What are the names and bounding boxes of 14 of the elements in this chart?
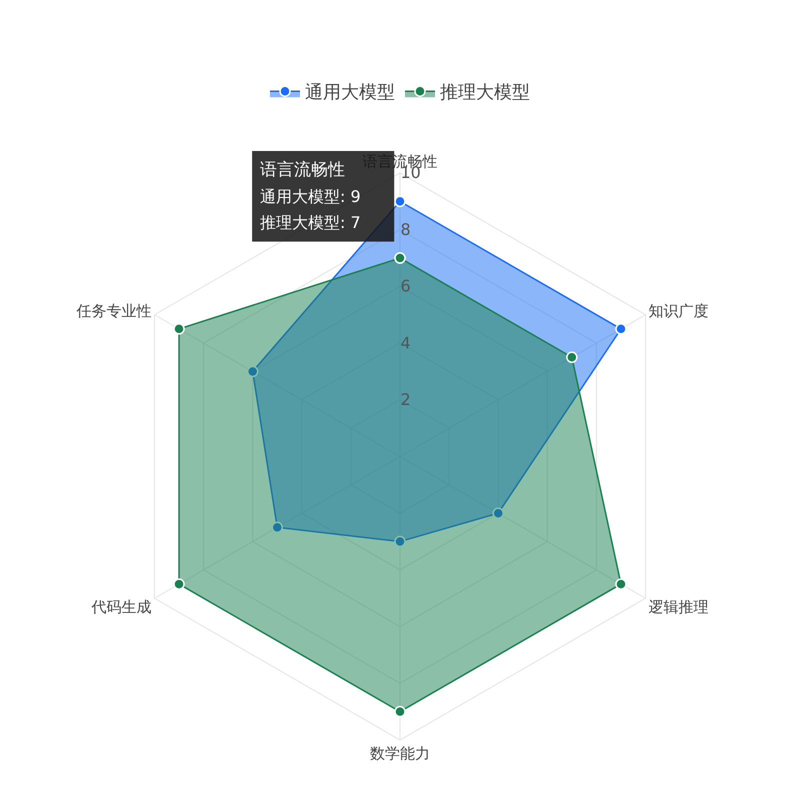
- spoke-label: 任务专业性: [75, 302, 152, 320]
- spoke-label: 代码生成: [90, 598, 152, 616]
- text: 推理大模型: 7: [260, 213, 361, 232]
- spoke-label: 逻辑推理: [648, 598, 709, 616]
- y-tick-label: 4: [400, 333, 411, 352]
- y-tick-label: 8: [400, 220, 411, 239]
- y-tick-label: 6: [400, 276, 411, 296]
- text: 通用大模型: 9: [260, 187, 361, 206]
- text: 语言流畅性: [260, 160, 345, 180]
- spoke-label: 知识广度: [648, 302, 709, 320]
- legend-label: 通用大模型: [305, 82, 395, 104]
- legend-label: 推理大模型: [440, 82, 530, 104]
- spoke-label: 数学能力: [370, 744, 430, 762]
- y-tick-label: 2: [400, 390, 411, 409]
